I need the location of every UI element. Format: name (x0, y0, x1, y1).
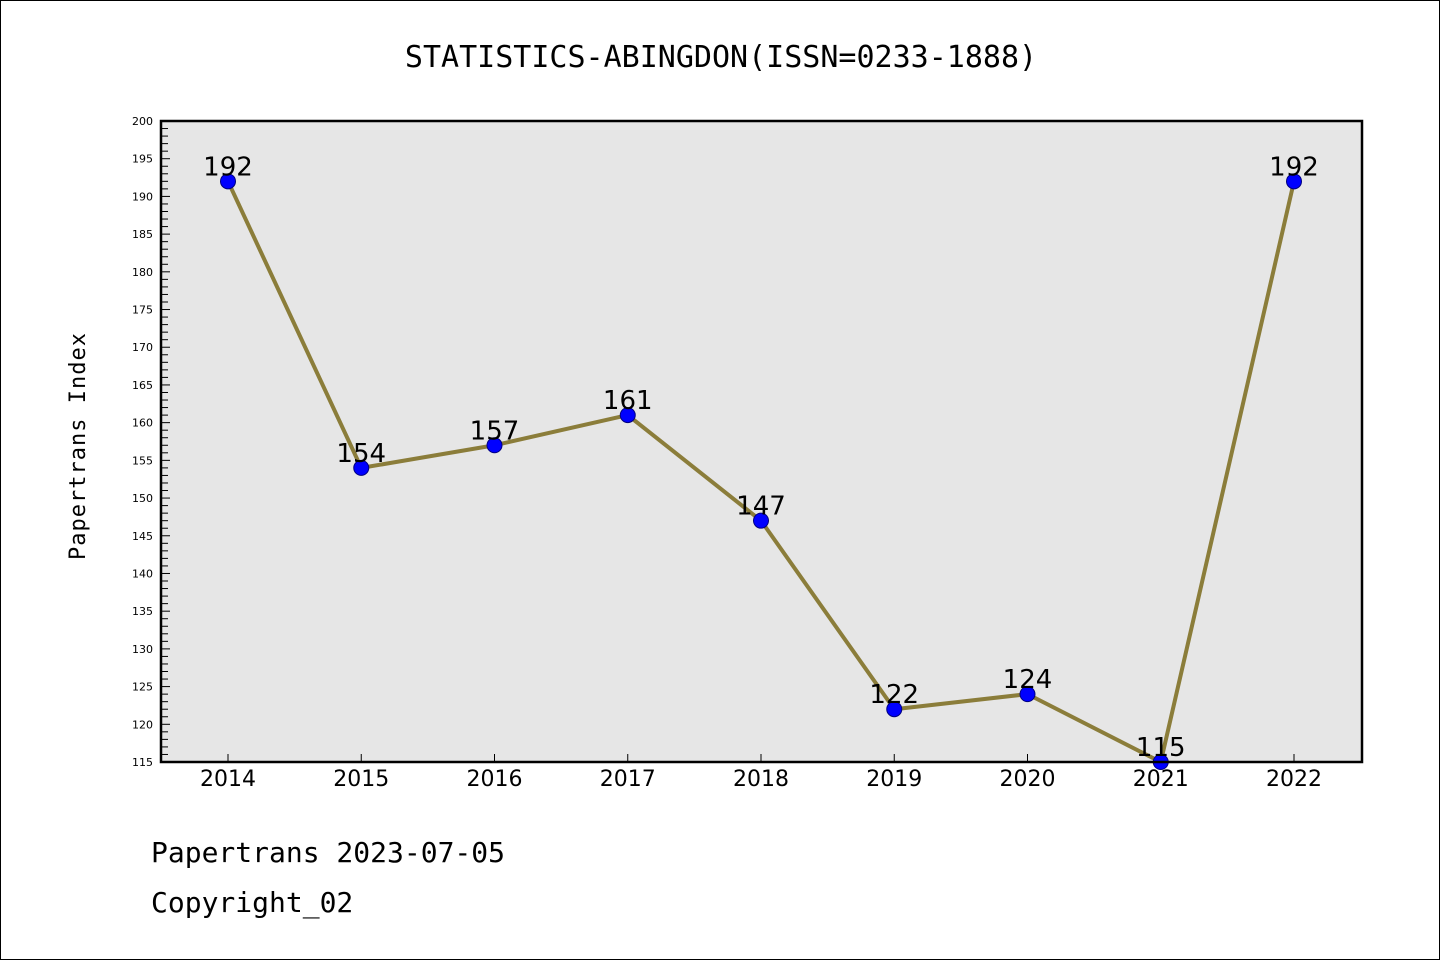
x-axis-ticks: 2014 2015 2016 2017 2018 2019 2020 2021 2022 (200, 754, 1322, 792)
x-tick-label: 2016 (467, 767, 523, 792)
y-axis-label: Papertrans Index (66, 332, 91, 560)
y-tick-label: 120 (132, 718, 153, 731)
x-tick-label: 2022 (1266, 767, 1322, 792)
y-tick-label: 180 (132, 266, 153, 279)
data-point-label: 154 (336, 439, 386, 469)
y-tick-label: 115 (132, 756, 153, 769)
y-tick-label: 150 (132, 492, 153, 505)
y-tick-label: 165 (132, 379, 153, 392)
data-point-label: 147 (736, 492, 786, 522)
x-tick-label: 2021 (1133, 767, 1189, 792)
data-point-marker (220, 173, 236, 190)
data-labels: 192 154 157 161 147 122 124 115 192 (203, 152, 1319, 763)
data-point-marker (886, 701, 903, 718)
data-point-label: 124 (1003, 665, 1053, 695)
y-axis-ticks: 115 120 125 130 135 140 145 150 155 160 165 170 175 1… (132, 115, 170, 769)
x-tick-label: 2019 (866, 767, 922, 792)
y-tick-label: 190 (132, 190, 153, 203)
y-tick-label: 185 (132, 228, 153, 241)
y-tick-label: 170 (132, 341, 153, 354)
x-tick-label: 2017 (600, 767, 656, 792)
data-point-marker (1019, 686, 1036, 703)
plot-area (161, 121, 1362, 762)
data-point-marker (353, 459, 370, 476)
data-point-marker (486, 437, 503, 454)
footer-date: Papertrans 2023-07-05 (151, 836, 506, 869)
y-tick-label: 200 (132, 115, 153, 128)
x-tick-label: 2020 (1000, 767, 1056, 792)
y-tick-label: 175 (132, 304, 153, 317)
y-tick-label: 130 (132, 643, 153, 656)
data-point-marker (753, 512, 769, 529)
plot-border (159, 119, 1364, 764)
data-point-label: 115 (1136, 733, 1186, 763)
y-tick-label: 160 (132, 417, 153, 430)
y-tick-label: 195 (132, 153, 153, 166)
x-tick-label: 2014 (200, 767, 256, 792)
y-tick-label: 145 (132, 530, 153, 543)
x-tick-label: 2018 (733, 767, 789, 792)
data-markers (220, 173, 1302, 770)
data-point-label: 122 (869, 680, 919, 710)
x-tick-label: 2015 (333, 767, 389, 792)
y-tick-label: 135 (132, 605, 153, 618)
y-tick-label: 140 (132, 567, 153, 580)
data-point-label: 157 (470, 416, 520, 446)
footer-copyright: Copyright_02 (151, 886, 354, 919)
data-point-marker (1286, 173, 1302, 190)
y-tick-label: 125 (132, 681, 153, 694)
chart-title: STATISTICS-ABINGDON(ISSN=0233-1888) (405, 40, 1037, 75)
data-point-label: 192 (203, 152, 253, 182)
data-point-label: 192 (1269, 152, 1319, 182)
data-point-marker (619, 407, 636, 424)
data-point-label: 161 (603, 386, 653, 416)
y-tick-label: 155 (132, 454, 153, 467)
